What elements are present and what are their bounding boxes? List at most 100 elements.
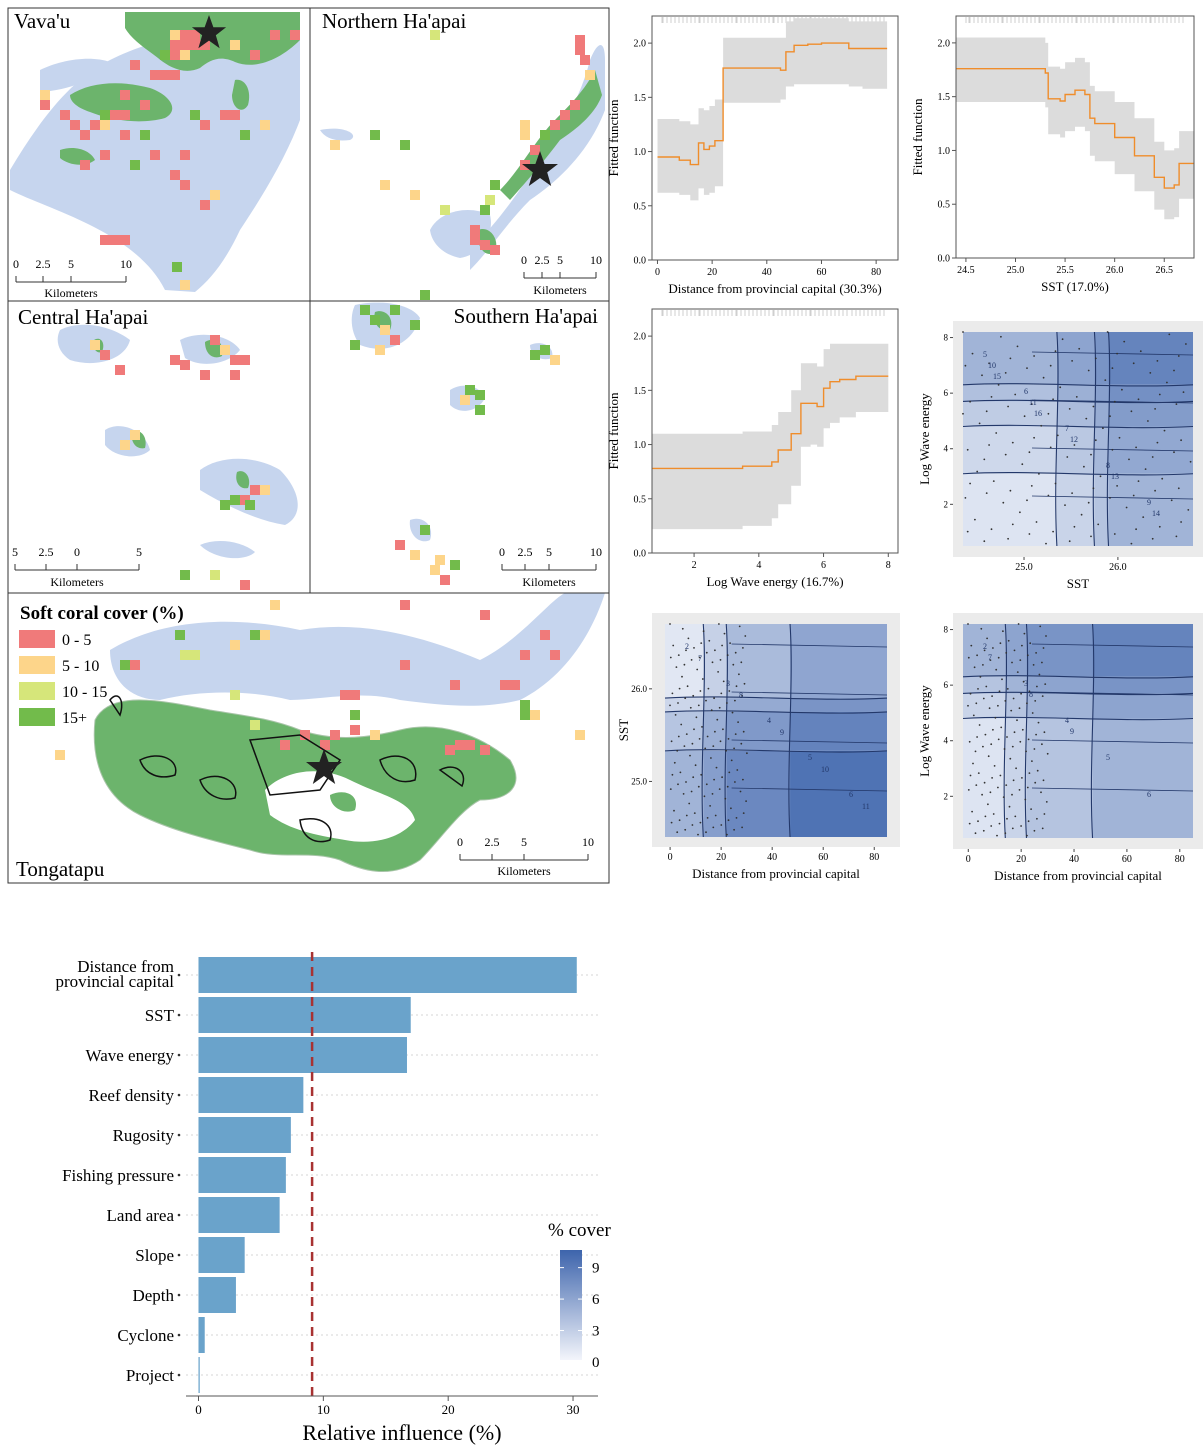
- survey-cell: [270, 600, 280, 610]
- survey-cell: [280, 740, 290, 750]
- observation-point: [737, 721, 739, 723]
- y-tick: [177, 1093, 181, 1097]
- observation-point: [1018, 789, 1021, 791]
- observation-point: [730, 759, 733, 762]
- observation-point: [678, 687, 681, 690]
- x-axis-label: SST: [1067, 576, 1089, 591]
- observation-point: [1026, 499, 1028, 502]
- observation-point: [1085, 417, 1088, 420]
- observation-point: [975, 784, 978, 786]
- contour-label: 9: [1147, 498, 1151, 507]
- survey-cell: [400, 660, 410, 670]
- observation-point: [1022, 680, 1025, 683]
- survey-cell: [200, 200, 210, 210]
- scale-tick: 5: [68, 257, 74, 271]
- colorbar-gradient: [560, 1250, 582, 1360]
- observation-point: [745, 800, 747, 802]
- contour-line: [962, 472, 1194, 476]
- observation-point: [710, 757, 712, 759]
- observation-point: [1019, 511, 1021, 514]
- observation-point: [1019, 659, 1022, 661]
- survey-cell: [480, 745, 490, 755]
- observation-point: [1052, 530, 1054, 533]
- survey-cell: [530, 710, 540, 720]
- observation-point: [728, 690, 731, 692]
- observation-point: [1009, 489, 1012, 492]
- observation-point: [698, 656, 701, 659]
- y-tick-label: 1.0: [634, 147, 647, 158]
- observation-point: [1005, 652, 1008, 654]
- scale-bar: 0 2.5 5 10 Kilometers: [521, 253, 602, 297]
- category-label: SST: [145, 1006, 175, 1025]
- observation-point: [721, 644, 723, 647]
- observation-point: [744, 635, 747, 637]
- observation-point: [734, 699, 736, 702]
- x-tick-label: 26.5: [1156, 265, 1174, 276]
- observation-point: [681, 627, 684, 630]
- observation-point: [977, 772, 980, 774]
- observation-point: [1154, 408, 1156, 410]
- survey-cell: [90, 340, 100, 350]
- observation-point: [739, 790, 742, 793]
- partial-dependence-wave-energy: 2 4 6 8 0.0 0.5 1.0 1.5 2.0 Log Wave energy (16.7…: [606, 308, 899, 589]
- observation-point: [1028, 451, 1031, 454]
- y-tick-label: 26.0: [631, 684, 647, 694]
- contour-line: [731, 691, 888, 696]
- observation-point: [964, 364, 967, 367]
- contour-label: 7: [698, 654, 702, 663]
- y-tick-label: 2.0: [634, 332, 647, 343]
- reef-area: [430, 210, 491, 258]
- y-tick-label: 8: [944, 625, 949, 635]
- y-axis-label: Log Wave energy: [917, 685, 932, 777]
- observation-point: [990, 396, 993, 398]
- observation-point: [1170, 499, 1173, 502]
- observation-point: [743, 682, 746, 685]
- interaction-heatmap-distance-sst: 2 3 4 5 6 7 8 9 10 11 0 20 40 60 80 25.0 26.0 Distance fr…: [616, 613, 900, 881]
- observation-point: [1043, 813, 1046, 815]
- x-tick-label: 40: [762, 267, 772, 278]
- observation-point: [705, 699, 707, 702]
- observation-point: [697, 833, 699, 836]
- observation-point: [723, 632, 726, 635]
- contour-line: [1090, 623, 1095, 839]
- observation-point: [1014, 393, 1017, 396]
- observation-point: [738, 625, 741, 628]
- contour-line: [1031, 739, 1194, 744]
- contour-label: 5: [1106, 753, 1110, 762]
- heatmap-cell: [790, 750, 887, 837]
- observation-point: [736, 769, 739, 771]
- observation-point: [972, 762, 974, 765]
- survey-cell: [400, 600, 410, 610]
- contour-label: 10: [988, 361, 996, 370]
- survey-cell: [230, 110, 240, 120]
- heatmap-cell: [1056, 332, 1095, 385]
- observation-point: [1021, 728, 1024, 731]
- scale-unit: Kilometers: [44, 286, 98, 300]
- observation-point: [983, 540, 986, 543]
- x-tick-label: 30: [567, 1402, 580, 1417]
- observation-point: [1047, 494, 1050, 497]
- observation-point: [981, 793, 983, 796]
- observation-point: [983, 458, 986, 461]
- observation-point: [1118, 436, 1121, 439]
- contour-line: [962, 675, 1194, 679]
- observation-point: [1142, 516, 1145, 518]
- contour-line: [788, 623, 792, 838]
- observation-point: [985, 685, 988, 688]
- observation-point: [1049, 446, 1052, 449]
- y-tick-label: 6: [944, 680, 949, 690]
- observation-point: [1075, 396, 1078, 398]
- observation-point: [990, 743, 993, 746]
- observation-point: [685, 733, 688, 735]
- observation-point: [1028, 772, 1031, 774]
- y-tick-label: 1.0: [938, 146, 951, 157]
- observation-point: [1043, 731, 1046, 734]
- scale-unit: Kilometers: [50, 575, 104, 589]
- survey-cell: [430, 565, 440, 575]
- survey-cell: [120, 130, 130, 140]
- contour-line: [962, 424, 1194, 429]
- observation-point: [1109, 497, 1111, 499]
- contour-line: [731, 739, 888, 744]
- observation-point: [1154, 489, 1156, 492]
- observation-point: [1187, 509, 1190, 511]
